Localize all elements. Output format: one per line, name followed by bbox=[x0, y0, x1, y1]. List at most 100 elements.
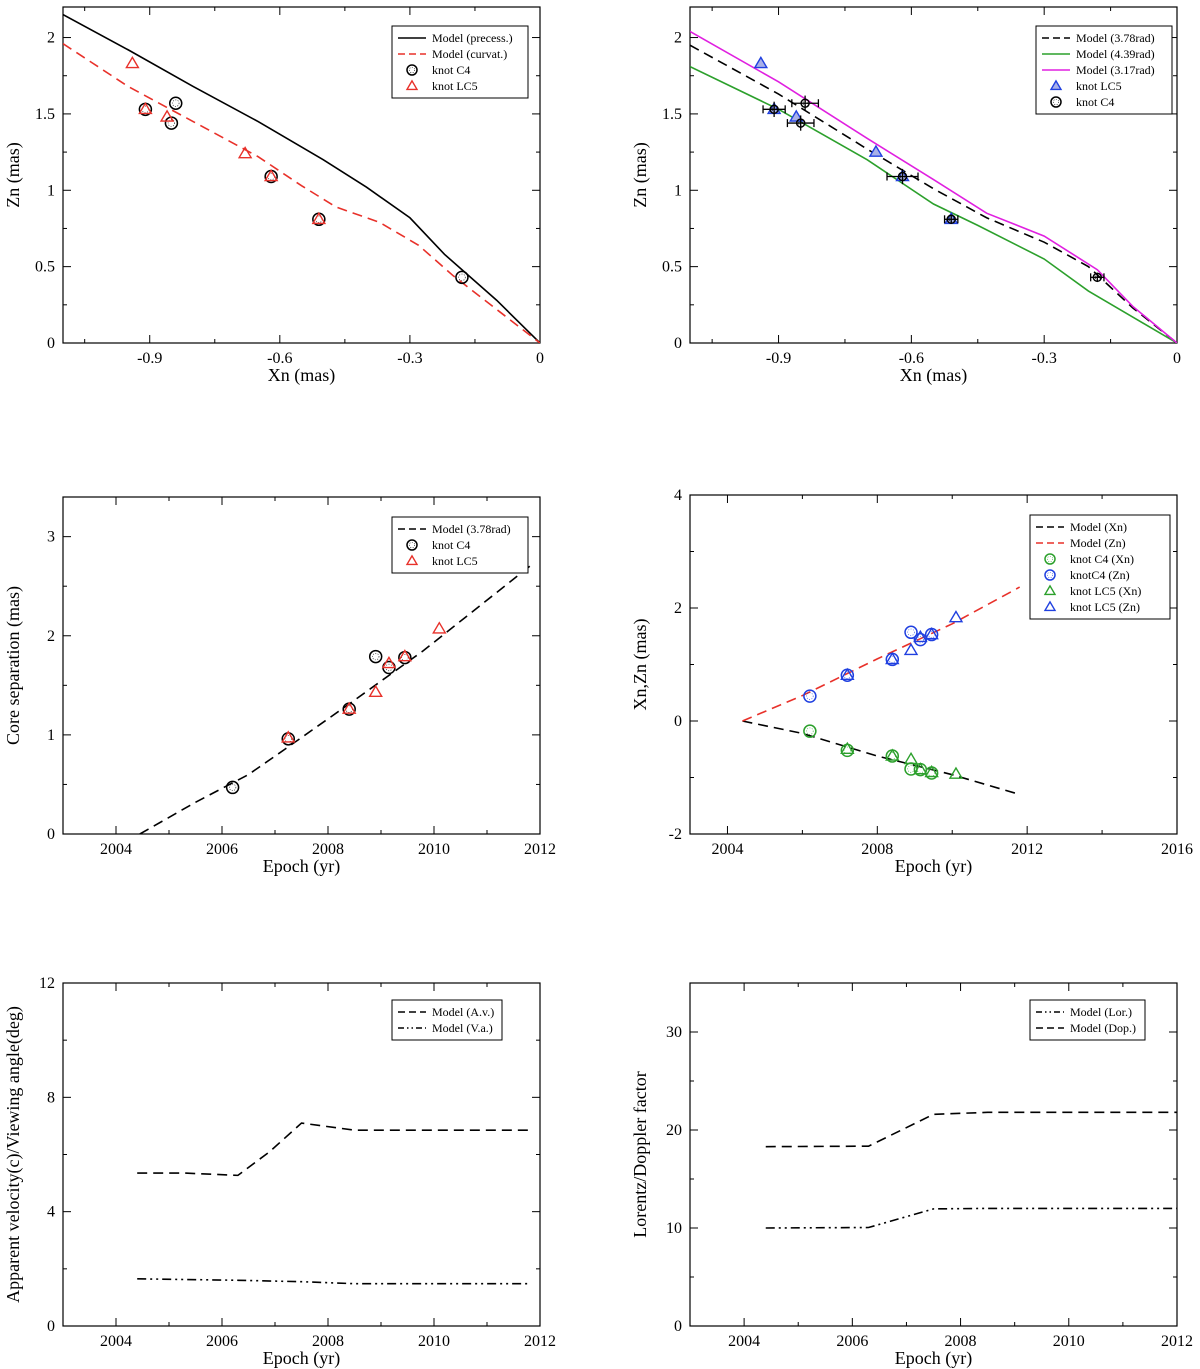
legend-label: Model (4.39rad) bbox=[1076, 47, 1155, 61]
data-point-knot-c4 bbox=[455, 270, 469, 285]
data-point-knot-c4 bbox=[225, 780, 240, 795]
y-axis-label: Xn,Zn (mas) bbox=[630, 619, 651, 711]
data-point-knot-lc5-zn- bbox=[948, 610, 964, 623]
chart-p6: 2004 2006 2008 2010 2012 0 10 20 30 Epoch (yr) Lor… bbox=[630, 982, 1193, 1369]
y-tick-label: 2 bbox=[47, 30, 55, 47]
data-point-knot-c4-xn--dots bbox=[907, 765, 915, 773]
series-line-model-zn- bbox=[742, 586, 1021, 722]
legend-swatch-marker-dots bbox=[408, 66, 416, 74]
data-point-knot-c4-dots bbox=[771, 106, 777, 112]
series-group bbox=[63, 13, 540, 343]
data-point-knot-c4 bbox=[168, 96, 183, 110]
data-point-knotc4-zn--dots bbox=[907, 628, 915, 636]
legend-label: Model (Zn) bbox=[1070, 536, 1126, 550]
data-point-knot-lc5 bbox=[311, 211, 327, 225]
series-group bbox=[139, 563, 533, 834]
data-point-knot-lc5-xn- bbox=[903, 751, 919, 765]
legend-box bbox=[391, 999, 503, 1041]
legend-swatch-marker bbox=[405, 79, 419, 91]
y-axis-label: Zn (mas) bbox=[3, 142, 24, 207]
legend-swatch-marker bbox=[1049, 79, 1063, 91]
legend-swatch-marker bbox=[1050, 96, 1062, 108]
legend-swatch-marker-dots bbox=[1046, 555, 1054, 563]
data-point-knot-c4-dots bbox=[802, 100, 808, 106]
data-point-knot-lc5 bbox=[368, 684, 383, 698]
data-point-knot-lc5 bbox=[125, 56, 140, 69]
data-point-knotc4-zn- bbox=[904, 625, 918, 640]
x-tick-label: 2012 bbox=[1161, 1333, 1193, 1350]
data-point-knot-lc5-zn- bbox=[885, 651, 900, 665]
y-tick-label: 30 bbox=[666, 1024, 682, 1041]
legend-label: Model (curvat.) bbox=[432, 47, 507, 61]
data-point-knotc4-zn--dots bbox=[806, 692, 814, 700]
data-point-knot-c4-dots bbox=[900, 174, 906, 180]
legend-label: Model (Lor.) bbox=[1070, 1005, 1132, 1019]
legend-label: Model (Dop.) bbox=[1070, 1021, 1136, 1035]
y-tick-label: 8 bbox=[47, 1089, 55, 1106]
data-point-knot-lc5-zn- bbox=[840, 667, 855, 681]
y-tick-label: 0.5 bbox=[662, 259, 682, 276]
y-tick-label: 1 bbox=[47, 182, 55, 199]
y-axis-label: Apparent velocity(c)/Viewing angle(deg) bbox=[3, 1006, 24, 1303]
legend-label: knot C4 bbox=[1076, 95, 1114, 109]
x-tick-label: 2008 bbox=[861, 841, 893, 858]
legend-label: knot LC5 (Zn) bbox=[1070, 600, 1140, 614]
data-point-knot-lc5-zn- bbox=[903, 642, 919, 656]
x-tick-label: 2012 bbox=[524, 841, 556, 858]
x-tick-label: 2010 bbox=[418, 1333, 450, 1350]
y-tick-label: 4 bbox=[674, 487, 682, 504]
x-tick-label: 2008 bbox=[312, 1333, 344, 1350]
x-tick-label: 2006 bbox=[206, 841, 238, 858]
x-tick-label: 2004 bbox=[711, 841, 743, 858]
series-line-model-a-v- bbox=[137, 1122, 530, 1177]
y-tick-label: 0 bbox=[47, 826, 55, 843]
chart-p4: 2004 2008 2012 2016 -2 0 2 4 Epoch (yr) Xn,Zn (ma… bbox=[630, 487, 1193, 877]
data-point-knot-lc5 bbox=[237, 146, 253, 159]
series-line-model-dop- bbox=[765, 1111, 1177, 1148]
series-group bbox=[137, 1122, 530, 1285]
legend-label: knot C4 bbox=[432, 538, 470, 552]
data-point-knot-lc5-xn- bbox=[924, 764, 939, 778]
legend-swatch-marker-dots bbox=[1052, 98, 1060, 106]
data-point-knot-c4-dots bbox=[948, 216, 954, 222]
data-point-knot-c4 bbox=[800, 98, 810, 108]
y-tick-label: 0 bbox=[674, 713, 682, 730]
x-tick-label: 2016 bbox=[1161, 841, 1193, 858]
x-tick-label: 2012 bbox=[524, 1333, 556, 1350]
data-point-knot-c4 bbox=[795, 118, 806, 128]
legend-label: Model (V.a.) bbox=[432, 1021, 493, 1035]
data-point-knot-c4 bbox=[1092, 272, 1103, 283]
x-tick-label: 0 bbox=[536, 350, 544, 367]
plot-frame bbox=[689, 6, 1178, 344]
y-tick-label: 2 bbox=[47, 628, 55, 645]
legend-box bbox=[1029, 514, 1171, 620]
data-point-knot-c4-dots bbox=[172, 99, 180, 107]
data-point-knotc4-zn- bbox=[913, 632, 928, 647]
series-line-model-precess- bbox=[63, 13, 540, 343]
series-line-model-3-78rad- bbox=[690, 44, 1177, 343]
legend-label: knot LC5 bbox=[1076, 79, 1122, 93]
data-point-knot-c4 bbox=[368, 649, 383, 664]
data-point-knot-c4-dots bbox=[798, 120, 804, 126]
x-tick-label: 2006 bbox=[836, 1333, 868, 1350]
legend-label: Model (3.17rad) bbox=[1076, 63, 1155, 77]
data-point-knot-c4-xn--dots bbox=[806, 727, 814, 735]
x-tick-label: 0 bbox=[1173, 350, 1181, 367]
x-axis-label: Xn (mas) bbox=[268, 365, 335, 386]
legend-label: knot LC5 bbox=[432, 554, 478, 568]
y-axis-label: Core separation (mas) bbox=[3, 586, 24, 745]
y-tick-label: 4 bbox=[47, 1204, 55, 1221]
legend-swatch-marker bbox=[1043, 584, 1057, 596]
data-point-knot-lc5 bbox=[263, 169, 279, 182]
series-line-model-3-78rad- bbox=[139, 563, 533, 834]
y-tick-label: 10 bbox=[666, 1220, 682, 1237]
chart-p1: -0.9 -0.6 -0.3 0 0 0.5 1 1.5 2 Xn (mas) Zn (mas) Mo… bbox=[3, 6, 544, 386]
legend-label: knot C4 bbox=[432, 63, 470, 77]
legend-box bbox=[1029, 999, 1146, 1041]
chart-p5: 2004 2006 2008 2010 2012 0 4 8 12 Epoch (yr) Appar… bbox=[3, 975, 556, 1369]
legend-label: Model (3.78rad) bbox=[432, 522, 511, 536]
data-point-knot-c4-dots bbox=[372, 652, 380, 661]
chart-p2: -0.9 -0.6 -0.3 0 0 0.5 1 1.5 2 Xn (mas) Zn (mas) Mo… bbox=[630, 6, 1181, 386]
y-tick-label: 0 bbox=[47, 1318, 55, 1335]
